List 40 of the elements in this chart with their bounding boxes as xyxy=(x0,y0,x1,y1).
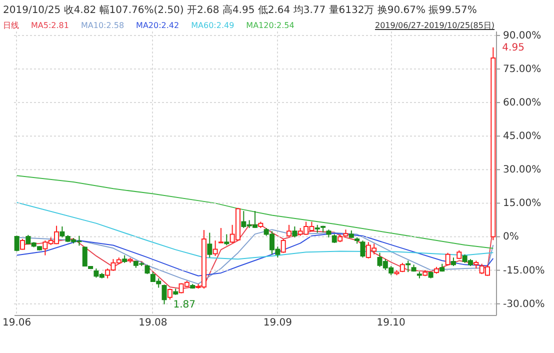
line-series xyxy=(22,224,494,290)
text: MA20:2.42 xyxy=(136,21,180,30)
line-series xyxy=(16,232,494,276)
text: MA120:2.54 xyxy=(246,21,294,30)
text: MA10:2.58 xyxy=(80,21,124,30)
text: MA5:2.81 xyxy=(31,21,69,30)
text: MA60:2.49 xyxy=(191,21,234,30)
y-tick-label: 90.00% xyxy=(503,30,542,42)
y-tick-label: 60.00% xyxy=(503,98,542,109)
candlestick xyxy=(20,238,26,250)
text: 4.95 xyxy=(502,42,524,54)
y-tick-label: 30.00% xyxy=(503,164,542,176)
line-series xyxy=(16,175,494,249)
x-tick-label: 19.10 xyxy=(376,318,406,328)
candlestick xyxy=(280,238,286,254)
candlestick xyxy=(292,226,298,238)
candlestick xyxy=(360,240,366,258)
candlestick xyxy=(14,235,20,252)
candlestick xyxy=(218,228,224,244)
y-tick-label: -30.00% xyxy=(503,298,545,310)
x-tick-label: 19.06 xyxy=(2,318,32,328)
chart-subtitle: 日线 xyxy=(3,21,19,30)
candlestick xyxy=(162,284,167,305)
x-tick-label: 19.09 xyxy=(263,318,292,328)
y-tick-label: 45.00% xyxy=(503,131,542,142)
y-tick-label: 0% xyxy=(503,232,519,243)
candlestick xyxy=(224,234,230,246)
y-tick-label: 15.00% xyxy=(503,198,542,210)
y-tick-label: -15.00% xyxy=(503,265,545,276)
candlestick xyxy=(144,264,150,275)
candlestick xyxy=(445,252,450,266)
candlestick xyxy=(212,240,218,256)
text: 2019/06/27-2019/10/25(85日) xyxy=(375,20,495,31)
x-tick-label: 19.08 xyxy=(138,318,168,328)
line-series xyxy=(16,202,494,260)
y-tick-label: 75.00% xyxy=(503,64,542,76)
chart-title: 2019/10/25 收4.82 幅107.76%(2.50) 开2.68 高4.95 低2.64 均3.77 量6132万 换90.67% 振99.57% xyxy=(3,4,477,17)
candlestick xyxy=(207,232,212,258)
candlestick xyxy=(167,288,172,300)
annotation: 1.87 xyxy=(173,299,196,310)
